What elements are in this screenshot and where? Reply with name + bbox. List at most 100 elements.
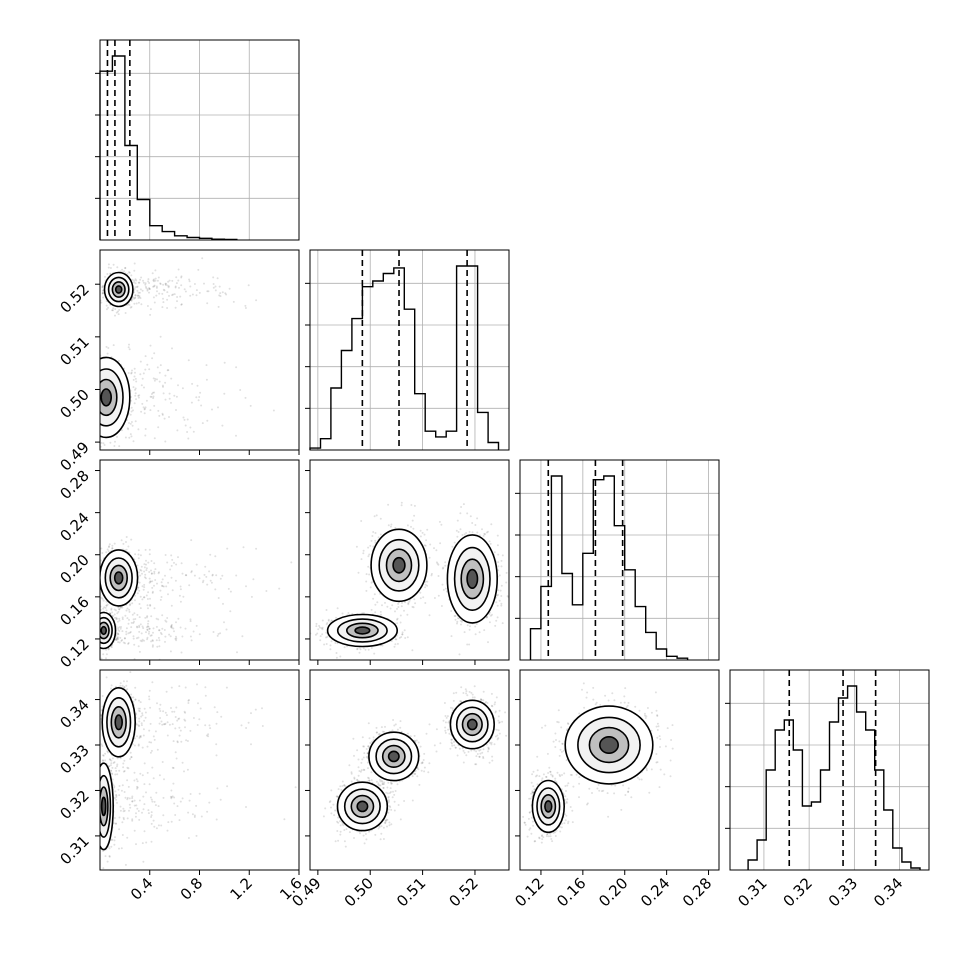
scatter-point — [168, 392, 171, 395]
scatter-point — [141, 625, 144, 628]
scatter-point — [128, 809, 130, 812]
scatter-point — [205, 378, 208, 381]
scatter-point — [186, 431, 189, 433]
scatter-point — [140, 410, 143, 413]
scatter-point — [184, 686, 187, 689]
scatter-point — [135, 723, 138, 726]
scatter-point — [148, 368, 151, 371]
scatter-point — [139, 568, 142, 571]
scatter-point — [110, 608, 113, 611]
scatter-point — [172, 627, 175, 630]
scatter-point — [413, 598, 416, 601]
scatter-point — [134, 286, 137, 289]
scatter-point — [122, 680, 125, 683]
scatter-point — [461, 534, 464, 536]
scatter-point — [120, 847, 123, 850]
scatter-point — [123, 637, 126, 640]
scatter-point — [486, 616, 488, 619]
scatter-point — [118, 794, 121, 797]
contour-level-3 — [114, 285, 123, 294]
scatter-point — [208, 570, 211, 573]
scatter-point — [163, 723, 166, 726]
scatter-point — [494, 624, 497, 627]
scatter-point — [147, 625, 150, 628]
scatter-point — [133, 804, 136, 807]
histogram-panel-2 — [515, 459, 720, 661]
scatter-point — [200, 815, 203, 818]
scatter-point — [151, 590, 154, 593]
scatter-point — [391, 604, 394, 607]
scatter-point — [118, 641, 121, 644]
scatter-point — [148, 698, 151, 701]
scatter-point — [154, 804, 157, 807]
scatter-point — [162, 814, 165, 817]
scatter-point — [115, 311, 118, 314]
scatter-point — [122, 542, 125, 545]
scatter-point — [148, 291, 150, 294]
scatter-point — [100, 596, 103, 599]
scatter-point — [506, 595, 509, 598]
scatter-point — [149, 603, 152, 606]
scatter-point — [142, 808, 145, 811]
scatter-point — [152, 735, 155, 738]
panel-content — [100, 671, 297, 870]
scatter-point — [120, 639, 123, 642]
scatter-point — [241, 635, 244, 638]
scatter-point — [126, 836, 129, 839]
scatter-point — [135, 843, 137, 846]
scatter-point — [133, 829, 136, 832]
scatter-point — [158, 629, 160, 632]
scatter-point — [272, 409, 275, 412]
scatter-point — [205, 364, 208, 367]
scatter-point — [170, 564, 173, 567]
scatter-point — [158, 414, 161, 417]
scatter-point — [159, 364, 162, 367]
scatter-point — [411, 519, 414, 522]
scatter-point — [394, 527, 397, 529]
scatter-point — [138, 725, 141, 728]
scatter-point — [139, 278, 142, 281]
scatter-point — [166, 734, 169, 737]
panel-frame — [99, 459, 300, 661]
scatter-point — [158, 774, 161, 777]
scatter-point — [115, 794, 118, 797]
scatter-point — [137, 707, 140, 710]
scatter-point — [149, 706, 152, 709]
scatter-point — [139, 639, 142, 642]
scatter-point — [204, 686, 207, 689]
scatter-point — [130, 305, 133, 308]
scatter-point — [166, 829, 169, 832]
scatter-point — [170, 686, 173, 689]
scatter-point — [206, 419, 209, 422]
scatter-point — [164, 282, 167, 285]
scatter-point — [124, 436, 127, 439]
scatter-point — [168, 416, 170, 418]
scatter-point — [137, 743, 140, 746]
scatter-point — [104, 275, 106, 278]
scatter-point — [169, 635, 172, 638]
scatter-point — [157, 618, 160, 621]
scatter-point — [113, 797, 116, 800]
scatter-point — [170, 797, 173, 800]
scatter-point — [178, 717, 181, 720]
scatter-point — [178, 819, 181, 822]
scatter-point — [143, 596, 146, 599]
scatter-point — [148, 571, 151, 573]
scatter-point — [184, 574, 187, 577]
scatter-point — [168, 294, 170, 297]
scatter-point — [183, 718, 186, 721]
scatter-point — [179, 588, 182, 591]
scatter-point — [136, 735, 138, 738]
scatter-point — [168, 279, 171, 282]
scatter-point — [104, 606, 107, 609]
scatter-point — [142, 588, 145, 591]
scatter-point — [235, 366, 238, 369]
scatter-point — [160, 596, 163, 598]
scatter-point — [149, 395, 152, 398]
scatter-point — [145, 626, 148, 629]
scatter-point — [121, 821, 124, 824]
scatter-point — [169, 650, 172, 653]
scatter-point — [126, 688, 129, 691]
scatter-point — [435, 561, 438, 564]
scatter-point — [496, 534, 499, 537]
